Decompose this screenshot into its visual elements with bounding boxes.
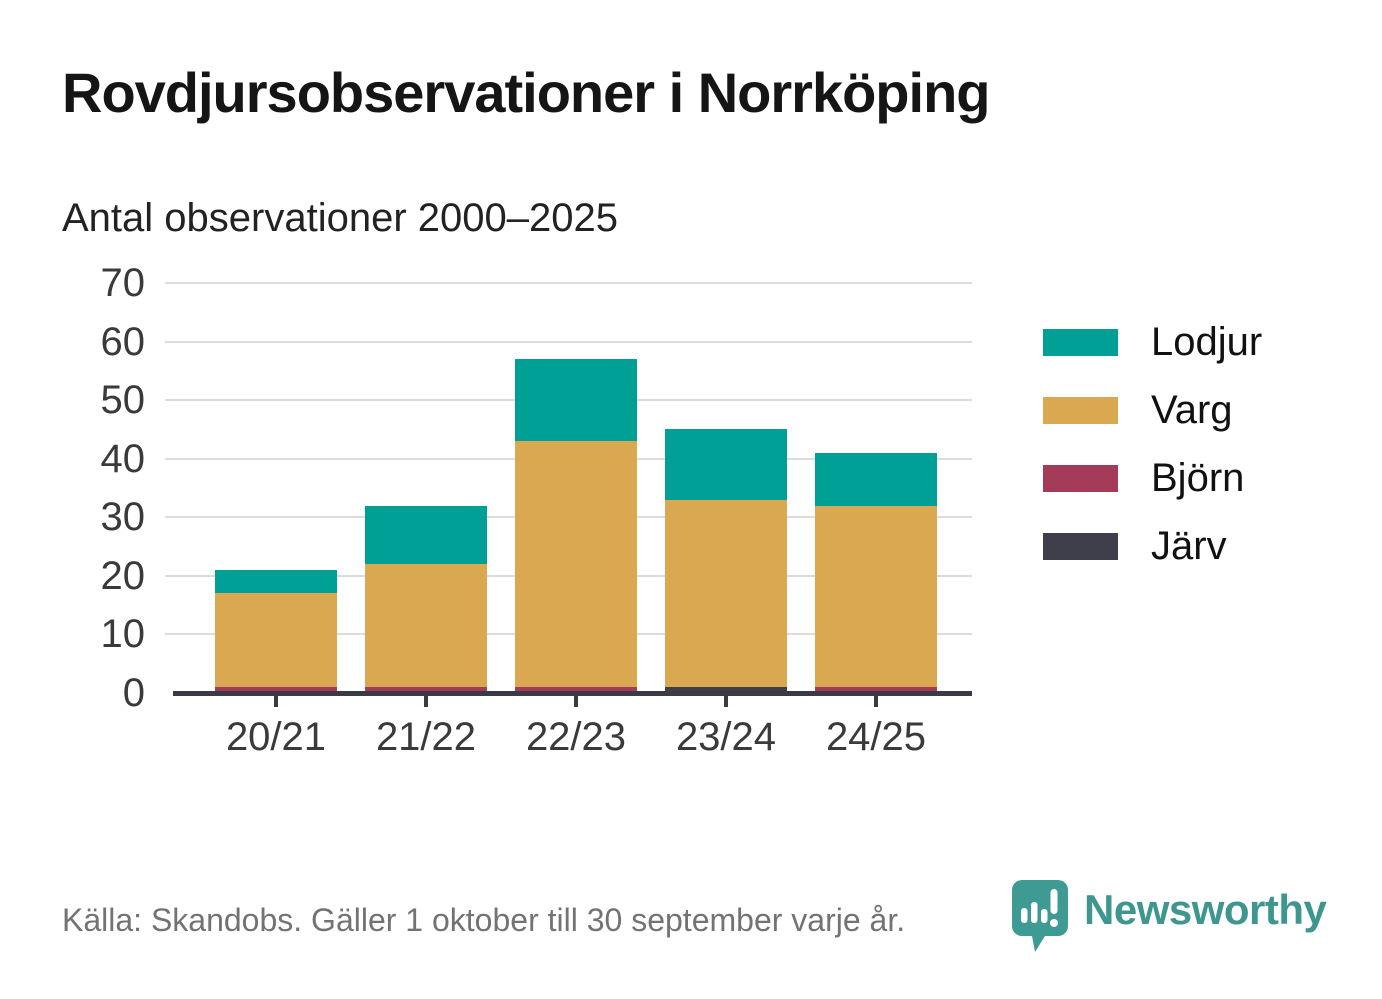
legend-label: Varg	[1151, 388, 1233, 432]
bar-segment-varg-20/21	[215, 593, 337, 688]
bar-segment-lodjur-24/25	[815, 452, 937, 506]
legend-swatch-järv	[1043, 532, 1118, 560]
chart-title: Rovdjursobservationer i Norrköping	[62, 61, 990, 124]
gridline-70	[165, 282, 972, 284]
newsworthy-wordmark: Newsworthy	[1084, 886, 1327, 933]
bar-segment-lodjur-20/21	[215, 570, 337, 594]
x-axis-tick	[574, 695, 578, 707]
bar-segment-varg-22/23	[515, 441, 637, 688]
bar-segment-björn-20/21	[215, 687, 337, 693]
y-tick-label: 20	[100, 553, 146, 598]
x-tick-label: 23/24	[675, 715, 777, 759]
x-tick-label: 20/21	[225, 715, 327, 759]
newsworthy-logo-icon	[1012, 880, 1068, 952]
bar-segment-lodjur-23/24	[665, 429, 787, 500]
legend-label: Lodjur	[1151, 320, 1263, 364]
y-tick-label: 70	[100, 261, 146, 305]
legend-item-järv: Järv	[1043, 526, 1262, 566]
legend-swatch-björn	[1043, 464, 1118, 492]
x-tick-label: 22/23	[525, 715, 627, 759]
bar-segment-björn-21/22	[365, 687, 487, 693]
legend-item-björn: Björn	[1043, 458, 1262, 498]
gridline-60	[165, 340, 972, 343]
bar-segment-lodjur-21/22	[365, 505, 487, 565]
legend-item-lodjur: Lodjur	[1043, 322, 1262, 362]
legend-swatch-varg	[1043, 396, 1118, 424]
newsworthy-logo: Newsworthy	[1010, 878, 1327, 954]
bar-segment-varg-21/22	[365, 564, 487, 688]
legend-label: Järv	[1151, 524, 1227, 568]
bar-segment-varg-24/25	[815, 505, 937, 688]
x-tick-label: 21/22	[375, 715, 477, 759]
x-axis-tick	[274, 695, 278, 707]
bar-segment-lodjur-22/23	[515, 359, 637, 442]
bar-segment-järv-23/24	[665, 687, 787, 693]
x-tick-label: 24/25	[825, 715, 927, 759]
y-tick-label: 30	[100, 495, 146, 540]
legend-item-varg: Varg	[1043, 390, 1262, 430]
y-tick-label: 40	[100, 436, 146, 481]
bar-segment-varg-23/24	[665, 499, 787, 688]
x-axis-tick	[424, 695, 428, 707]
legend: Lodjur Varg Björn Järv	[1043, 322, 1262, 594]
x-axis-line	[173, 691, 972, 696]
x-axis-tick	[724, 695, 728, 707]
plot-area: 0 10 20 30 40 50 60 70 20/21 21/22 22/23 23/24 24/25	[101, 261, 972, 759]
bar-segment-björn-22/23	[515, 687, 637, 693]
source-note: Källa: Skandobs. Gäller 1 oktober till 3…	[62, 902, 906, 938]
legend-swatch-lodjur	[1043, 328, 1118, 356]
chart-subtitle: Antal observationer 2000–2025	[62, 196, 618, 240]
bar-segment-björn-24/25	[815, 687, 937, 693]
y-tick-label: 10	[100, 612, 146, 657]
legend-label: Björn	[1151, 456, 1245, 500]
x-axis-tick	[874, 695, 878, 707]
y-tick-label: 50	[100, 378, 146, 423]
y-tick-label: 0	[122, 671, 145, 715]
y-tick-label: 60	[100, 319, 146, 364]
